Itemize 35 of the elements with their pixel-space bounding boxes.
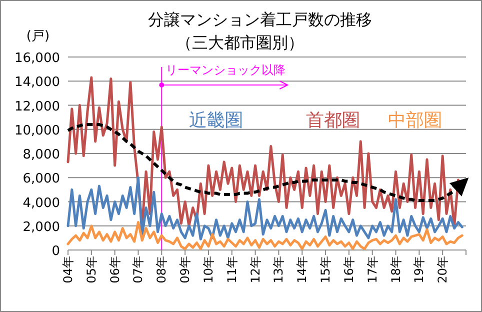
x-tick-label: 07年 bbox=[131, 256, 146, 284]
x-tick-label: 04年 bbox=[61, 256, 75, 284]
x-tick-label: 05年 bbox=[84, 256, 98, 284]
x-tick-label: 09年 bbox=[178, 256, 192, 284]
x-tick-label: 17年 bbox=[365, 256, 380, 284]
x-tick-label: 10年 bbox=[201, 256, 216, 284]
line-series bbox=[66, 176, 464, 240]
x-tick-label: 18年 bbox=[388, 256, 403, 284]
x-tick-label: 11年 bbox=[224, 256, 239, 284]
y-axis-title: (戸) bbox=[26, 29, 50, 44]
y-tick-label: 16,000 bbox=[14, 51, 60, 66]
y-tick-label: 6,000 bbox=[22, 172, 60, 187]
line-series bbox=[66, 221, 464, 250]
x-tick-label: 14年 bbox=[295, 256, 310, 284]
text: 中部圏 bbox=[388, 110, 442, 131]
y-tick-label: 12,000 bbox=[14, 99, 60, 114]
y-tick-label: 4,000 bbox=[22, 196, 60, 211]
x-tick-label: 15年 bbox=[318, 256, 333, 284]
text: 近畿圏 bbox=[188, 110, 243, 131]
y-tick-label: 10,000 bbox=[14, 123, 60, 138]
y-tick-label: 2,000 bbox=[22, 220, 60, 235]
x-tick-label: 06年 bbox=[108, 256, 122, 284]
chart-subtitle: （三大都市圏別） bbox=[176, 33, 304, 52]
chart-title: 分譲マンション着工戸数の推移 bbox=[148, 10, 372, 29]
x-tick-label: 08年 bbox=[154, 256, 169, 284]
ref-line-label: リーマンショック以降 bbox=[166, 63, 286, 77]
x-tick-label: 20年 bbox=[436, 256, 450, 284]
x-tick-label: 12年 bbox=[248, 256, 262, 284]
x-tick-label: 13年 bbox=[272, 256, 286, 284]
series-label: 首都圏 bbox=[306, 110, 360, 131]
y-tick-label: 8,000 bbox=[22, 148, 60, 162]
y-tick-label: 14,000 bbox=[14, 75, 60, 90]
x-tick-label: 19年 bbox=[412, 256, 426, 284]
y-tick-label: 0 bbox=[52, 244, 60, 259]
x-tick-label: 16年 bbox=[342, 256, 356, 284]
